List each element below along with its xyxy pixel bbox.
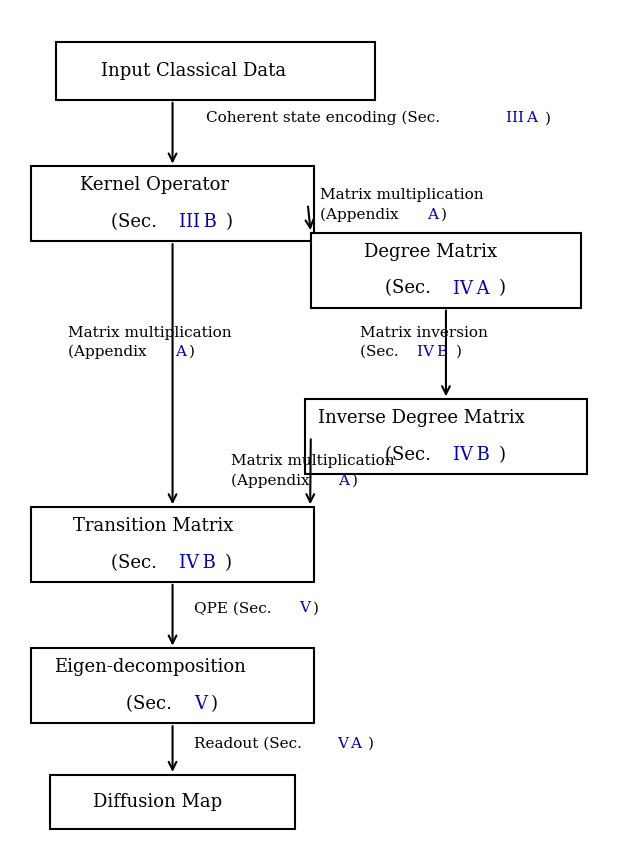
Text: V A: V A xyxy=(337,737,362,751)
Text: Degree Matrix: Degree Matrix xyxy=(364,243,497,261)
Text: Diffusion Map: Diffusion Map xyxy=(93,793,221,812)
Text: Matrix multiplication: Matrix multiplication xyxy=(68,326,232,339)
Text: (Sec.: (Sec. xyxy=(360,344,406,359)
Text: Coherent state encoding (Sec.: Coherent state encoding (Sec. xyxy=(206,111,448,126)
Text: Eigen-decomposition: Eigen-decomposition xyxy=(54,659,246,677)
Text: ): ) xyxy=(499,446,506,464)
Text: ): ) xyxy=(211,695,218,713)
Bar xyxy=(311,233,581,308)
Text: (Appendix: (Appendix xyxy=(68,344,154,359)
Text: QPE (Sec.: QPE (Sec. xyxy=(194,601,279,616)
Text: III A: III A xyxy=(506,111,538,126)
Text: V: V xyxy=(194,695,207,713)
Text: A: A xyxy=(338,473,349,488)
Bar xyxy=(50,775,296,829)
Text: ): ) xyxy=(545,111,551,126)
Text: IV B: IV B xyxy=(453,446,490,464)
Bar xyxy=(56,42,375,100)
Text: Inverse Degree Matrix: Inverse Degree Matrix xyxy=(318,410,525,427)
Bar xyxy=(31,649,314,723)
Text: III B: III B xyxy=(179,213,217,231)
Bar xyxy=(305,399,588,474)
Text: Input Classical Data: Input Classical Data xyxy=(101,62,286,80)
Text: V: V xyxy=(300,601,310,616)
Text: ): ) xyxy=(368,737,374,751)
Text: ): ) xyxy=(456,344,462,359)
Text: Matrix inversion: Matrix inversion xyxy=(360,326,488,339)
Text: Matrix multiplication: Matrix multiplication xyxy=(231,455,394,468)
Text: ): ) xyxy=(189,344,195,359)
Text: IV B: IV B xyxy=(179,554,216,572)
Text: (Appendix: (Appendix xyxy=(320,208,406,222)
Text: IV A: IV A xyxy=(453,280,490,298)
Text: (Sec.: (Sec. xyxy=(385,280,440,298)
Text: ): ) xyxy=(226,213,233,231)
Text: (Sec.: (Sec. xyxy=(126,695,181,713)
Text: ): ) xyxy=(225,554,232,572)
Text: ): ) xyxy=(351,473,357,488)
Text: (Appendix: (Appendix xyxy=(231,473,317,488)
Text: Matrix multiplication: Matrix multiplication xyxy=(320,188,484,203)
Text: ): ) xyxy=(313,601,319,616)
Text: Readout (Sec.: Readout (Sec. xyxy=(194,737,310,751)
Bar xyxy=(31,507,314,582)
Text: A: A xyxy=(175,344,186,359)
Text: ): ) xyxy=(440,208,447,221)
Text: (Sec.: (Sec. xyxy=(111,554,166,572)
Text: A: A xyxy=(427,208,438,221)
Text: Transition Matrix: Transition Matrix xyxy=(73,517,234,535)
Text: (Sec.: (Sec. xyxy=(385,446,440,464)
Text: Kernel Operator: Kernel Operator xyxy=(80,176,229,194)
Text: (Sec.: (Sec. xyxy=(111,213,166,231)
Text: ): ) xyxy=(499,280,506,298)
Text: IV B: IV B xyxy=(417,344,449,359)
Bar xyxy=(31,166,314,241)
